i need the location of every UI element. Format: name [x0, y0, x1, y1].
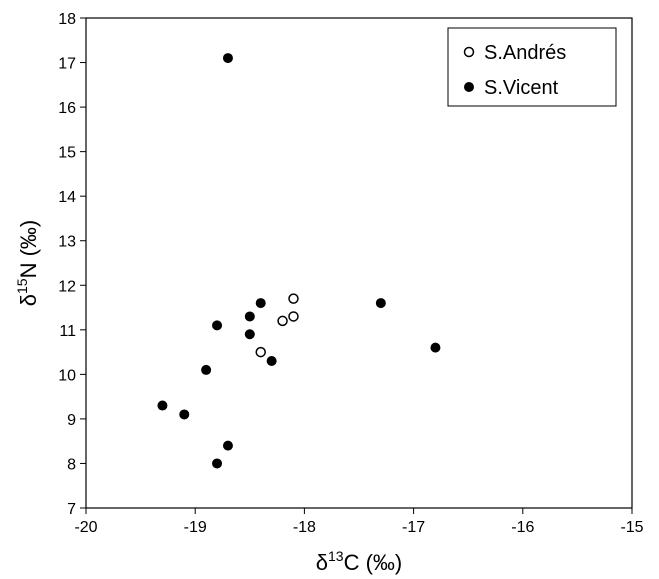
y-axis-title: δ15N (‰) [14, 220, 41, 306]
plot-frame [85, 17, 633, 509]
legend-box [447, 27, 617, 107]
s-vicent-point-6 [201, 364, 212, 375]
x-tick-label: -17 [402, 519, 425, 536]
y-tick-label: 17 [58, 56, 76, 73]
x-tick-label: -19 [184, 519, 207, 536]
legend-marker-s-vicent [464, 82, 474, 92]
s-vicent-point-9 [222, 440, 233, 451]
x-axis-title-rest: C (‰) [344, 550, 403, 575]
s-vicent-point-1 [255, 298, 266, 309]
s-vicent-point-10 [212, 458, 223, 469]
x-axis-title: δ13C (‰) [316, 548, 402, 575]
x-tick-label: -15 [620, 519, 643, 536]
s-vicent-point-3 [212, 320, 223, 331]
legend-label-s-andres: S.Andrés [484, 42, 566, 64]
plot-area [85, 17, 633, 509]
y-axis-title-rest: N (‰) [16, 220, 41, 279]
x-axis-title-sup: 13 [328, 548, 344, 564]
s-vicent-point-11 [375, 298, 386, 309]
s-vicent-point-8 [179, 409, 190, 420]
x-tick-label: -20 [74, 519, 97, 536]
y-tick-label: 14 [58, 189, 76, 206]
y-tick-label: 15 [58, 145, 76, 162]
x-tick-label: -18 [293, 519, 316, 536]
y-axis: 7 8 9 10 11 12 13 14 15 16 17 18 [58, 11, 86, 518]
y-tick-label: 9 [67, 412, 76, 429]
x-axis: -20 -19 -18 -17 -16 -15 [74, 508, 644, 536]
s-andres-point-3 [288, 293, 299, 304]
s-vicent-point-4 [244, 329, 255, 340]
y-tick-label: 10 [58, 367, 76, 384]
s-vicent-point-12 [430, 342, 441, 353]
x-axis-title-symbol: δ [316, 550, 328, 575]
data-points [157, 53, 441, 469]
s-andres-point-1 [277, 315, 288, 327]
legend: S.Andrés S.Vicent [447, 27, 617, 107]
s-vicent-point-7 [157, 400, 168, 411]
y-axis-title-symbol: δ [16, 294, 41, 306]
s-vicent-point-0 [222, 53, 233, 64]
y-tick-label: 16 [58, 100, 76, 117]
s-andres-point-2 [288, 311, 299, 322]
y-tick-label: 7 [67, 501, 76, 518]
s-andres-point-0 [255, 346, 266, 358]
x-tick-label: -16 [511, 519, 534, 536]
y-tick-label: 18 [58, 11, 76, 28]
y-tick-label: 8 [67, 456, 76, 473]
legend-label-s-vicent: S.Vicent [484, 77, 559, 99]
y-tick-label: 13 [58, 234, 76, 251]
y-axis-title-sup: 15 [14, 278, 30, 294]
s-vicent-point-5 [266, 356, 277, 366]
y-tick-label: 11 [59, 323, 76, 340]
legend-marker-s-andres [463, 46, 475, 58]
s-vicent-point-2 [244, 311, 255, 322]
y-tick-label: 12 [58, 278, 76, 295]
